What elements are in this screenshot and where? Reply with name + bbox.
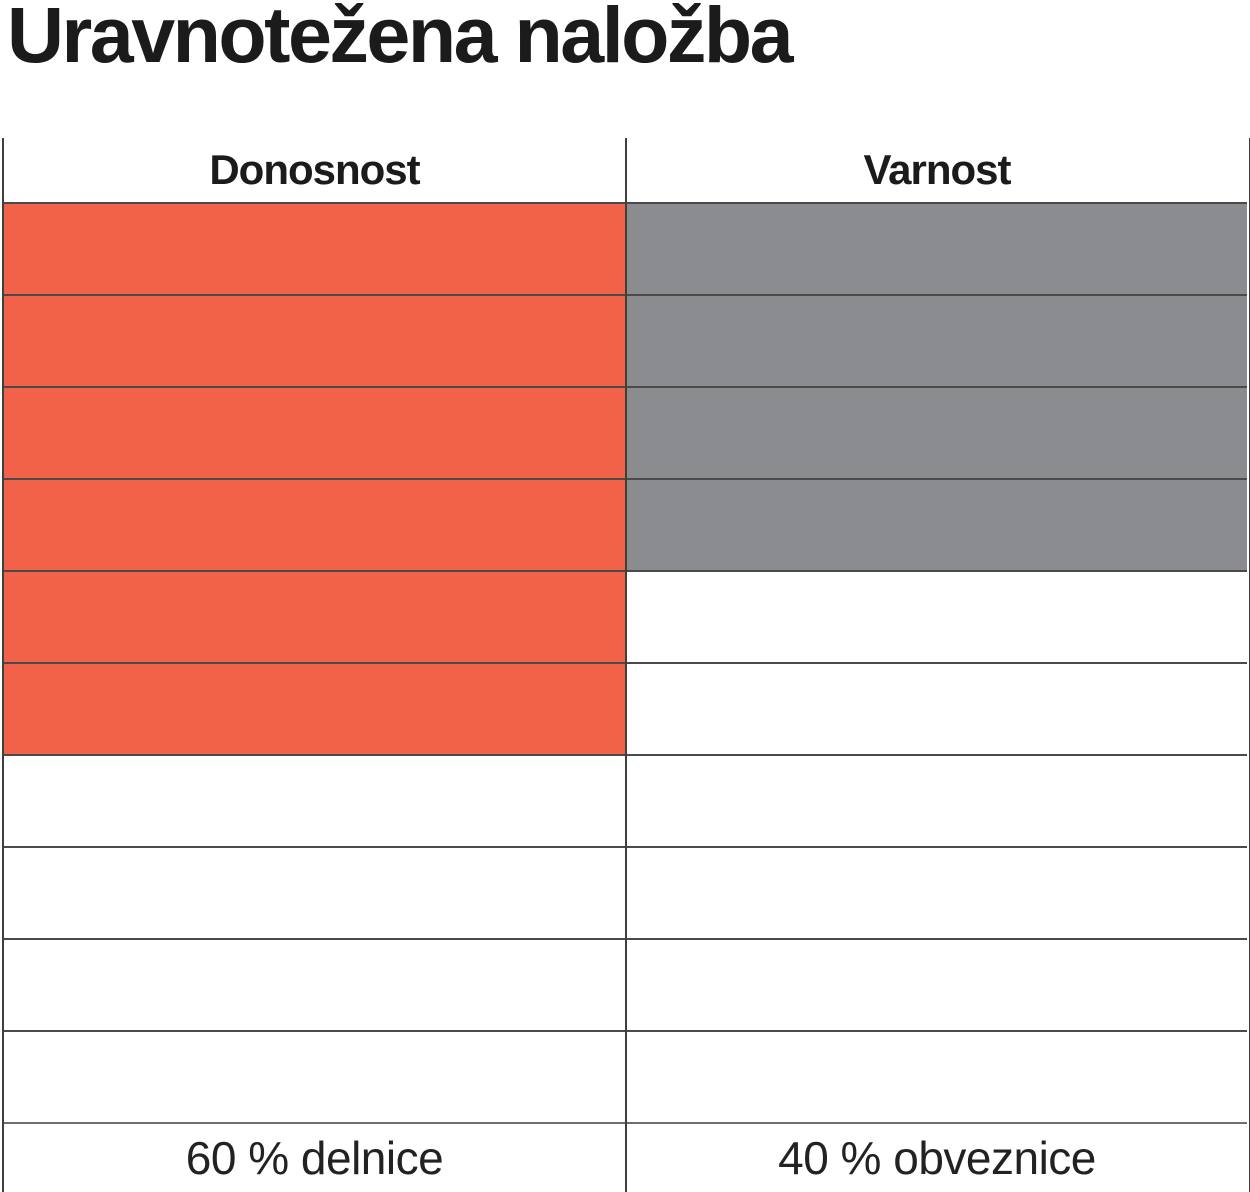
comparison-table: Donosnost 60 % delnice Varnost 40 % obve… bbox=[2, 138, 1250, 1192]
column-footer-varnost: 40 % obveznice bbox=[627, 1122, 1247, 1192]
cell-filled bbox=[4, 294, 625, 386]
column-footer-donosnost: 60 % delnice bbox=[4, 1122, 625, 1192]
cell-filled bbox=[627, 478, 1247, 570]
cell-empty bbox=[4, 1030, 625, 1122]
chart-title: Uravnotežena naložba bbox=[7, 0, 794, 79]
cell-filled bbox=[627, 294, 1247, 386]
cell-empty bbox=[627, 662, 1247, 754]
cell-filled bbox=[4, 662, 625, 754]
cell-empty bbox=[4, 846, 625, 938]
cell-empty bbox=[627, 754, 1247, 846]
cell-empty bbox=[4, 754, 625, 846]
column-header-donosnost: Donosnost bbox=[4, 138, 625, 202]
cell-filled bbox=[4, 478, 625, 570]
cell-filled bbox=[4, 202, 625, 294]
cell-empty bbox=[627, 1030, 1247, 1122]
cell-empty bbox=[4, 938, 625, 1030]
cell-empty bbox=[627, 846, 1247, 938]
column-varnost: Varnost 40 % obveznice bbox=[627, 138, 1247, 1192]
column-cells-donosnost bbox=[4, 202, 625, 1122]
cell-empty bbox=[627, 938, 1247, 1030]
cell-filled bbox=[4, 570, 625, 662]
cell-empty bbox=[627, 570, 1247, 662]
cell-filled bbox=[627, 202, 1247, 294]
column-donosnost: Donosnost 60 % delnice bbox=[4, 138, 627, 1192]
cell-filled bbox=[627, 386, 1247, 478]
cell-filled bbox=[4, 386, 625, 478]
column-cells-varnost bbox=[627, 202, 1247, 1122]
column-header-varnost: Varnost bbox=[627, 138, 1247, 202]
